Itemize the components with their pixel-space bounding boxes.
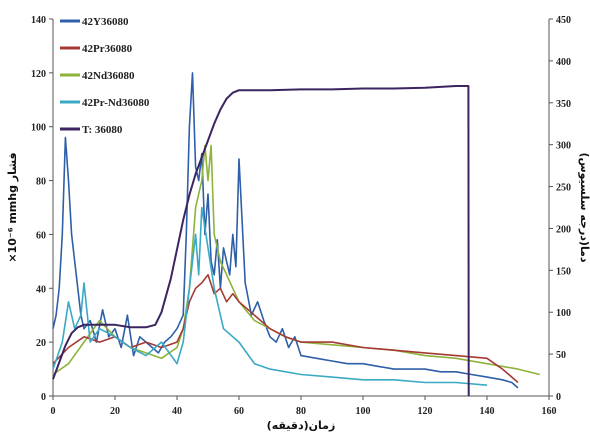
y2-tick-label: 450 xyxy=(556,15,571,26)
x-axis-label: زمان(دقیقه) xyxy=(267,419,336,432)
x-tick-label: 140 xyxy=(480,406,495,417)
y2-tick-label: 400 xyxy=(556,57,571,68)
y2-tick-label: 0 xyxy=(556,392,561,403)
x-tick-label: 40 xyxy=(172,406,182,417)
legend-label: 42Nd36080 xyxy=(82,70,135,82)
legend: 42Y36080 42Pr36080 42Nd36080 42Pr-Nd36080 T:… xyxy=(60,16,150,136)
series-line-1 xyxy=(52,274,519,384)
y-axis-label: ×10⁻⁶ mmhg فشار xyxy=(6,152,19,262)
y2-tick-label: 150 xyxy=(556,266,571,277)
legend-label: 42Y36080 xyxy=(82,16,129,28)
x-tick-label: 20 xyxy=(110,406,120,417)
y-tick-label: 80 xyxy=(36,177,46,188)
y-tick-label: 120 xyxy=(31,69,46,80)
y2-tick-label: 200 xyxy=(556,224,571,235)
axes: 0 20 40 60 80 100 120 140 160 0 20 40 60 80 100 120 140 0… xyxy=(31,15,571,417)
y-tick-label: 0 xyxy=(41,392,46,403)
legend-label: 42Pr-Nd36080 xyxy=(82,97,150,109)
series-line-4 xyxy=(52,85,470,397)
series-line-3 xyxy=(52,206,488,386)
y-tick-label: 60 xyxy=(36,230,46,241)
y2-tick-label: 50 xyxy=(556,350,566,361)
legend-label: 42Pr36080 xyxy=(82,43,133,55)
series-layer xyxy=(52,72,540,397)
y2-tick-label: 100 xyxy=(556,308,571,319)
x-tick-label: 80 xyxy=(296,406,306,417)
x-tick-label: 160 xyxy=(542,406,557,417)
legend-label: T: 36080 xyxy=(82,124,123,136)
y-tick-label: 140 xyxy=(31,15,46,26)
y2-tick-label: 250 xyxy=(556,183,571,194)
y-tick-label: 20 xyxy=(36,338,46,349)
x-tick-label: 100 xyxy=(356,406,371,417)
x-tick-label: 0 xyxy=(51,406,56,417)
y2-tick-label: 350 xyxy=(556,99,571,110)
y2-axis-label: دما(درجه سلسیوس) xyxy=(578,152,590,262)
y2-tick-label: 300 xyxy=(556,141,571,152)
x-tick-label: 120 xyxy=(418,406,433,417)
y-tick-label: 100 xyxy=(31,123,46,134)
series-line-0 xyxy=(52,72,519,389)
x-tick-label: 60 xyxy=(234,406,244,417)
y-tick-label: 40 xyxy=(36,284,46,295)
